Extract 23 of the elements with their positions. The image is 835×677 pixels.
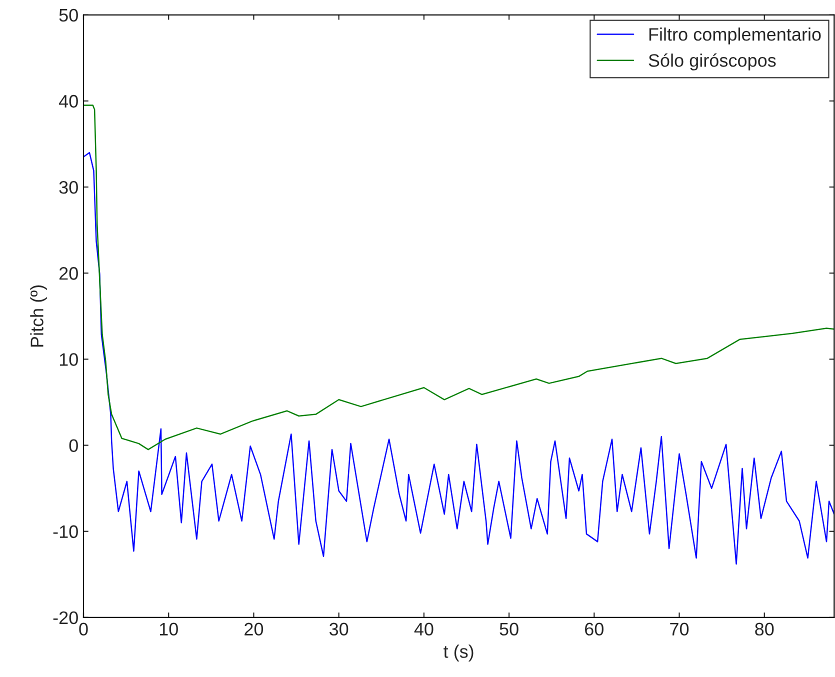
x-tick-label: 40	[414, 622, 434, 636]
y-tick-label: 10	[60, 353, 78, 366]
x-tick-label: 0	[79, 622, 88, 636]
x-tick-label: 20	[244, 622, 264, 636]
x-tick-label: 30	[329, 622, 348, 636]
x-tick-label: 60	[585, 622, 604, 636]
y-tick-label: 20	[59, 267, 78, 280]
y-tick-label: -10	[53, 525, 78, 538]
legend-label: Sólo giróscopos	[648, 53, 776, 70]
x-tick-label: 80	[755, 622, 774, 636]
x-tick-label: 10	[160, 622, 178, 636]
legend-label: Filtro complementario	[649, 28, 821, 44]
x-axis-title: t (s)	[444, 644, 474, 662]
y-axis-title: Pitch (º)	[30, 285, 47, 347]
y-tick-label: 50	[59, 8, 78, 22]
line-series	[84, 152, 834, 565]
line-series	[84, 104, 834, 450]
y-tick-label: 0	[69, 439, 78, 452]
x-tick-label: 50	[500, 622, 518, 636]
y-tick-label: 40	[58, 94, 78, 108]
y-tick-label: -20	[53, 611, 78, 624]
x-tick-label: 70	[670, 622, 689, 636]
y-tick-label: 30	[59, 180, 78, 194]
